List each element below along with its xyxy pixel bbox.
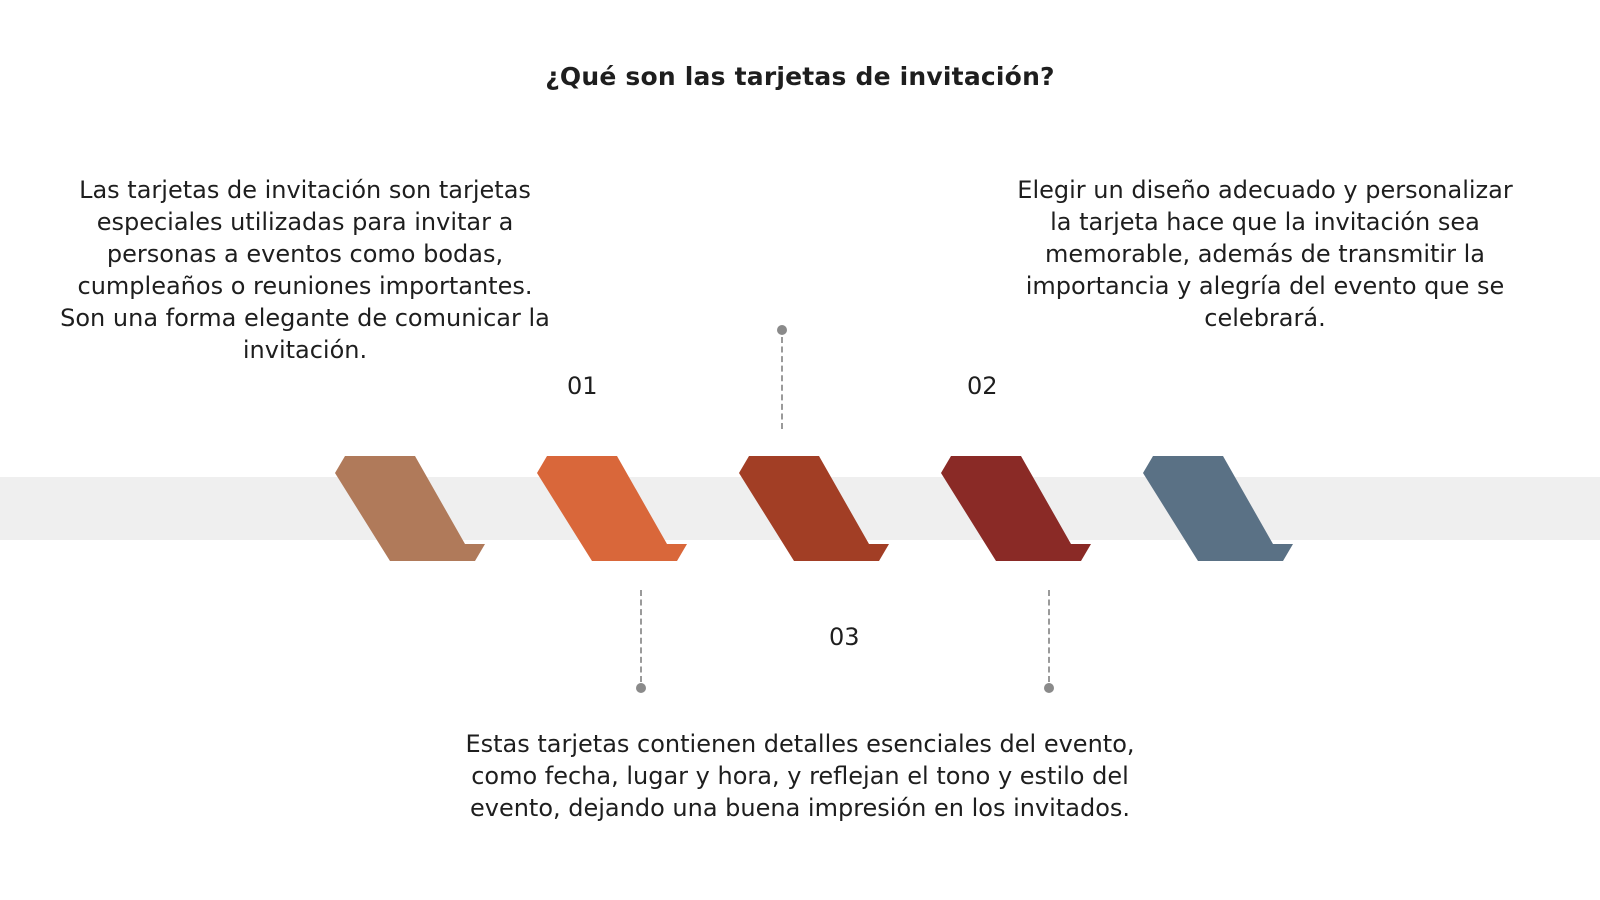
connector-bottom-right [1043, 590, 1055, 695]
text-block-2: Elegir un diseño adecuado y personalizar… [1017, 176, 1513, 332]
connector-dot [1044, 683, 1054, 693]
text-block-3: Estas tarjetas contienen detalles esenci… [465, 730, 1135, 822]
connector-dashed-line [640, 590, 642, 682]
step-number-01: 01 [567, 372, 598, 400]
text-block-1: Las tarjetas de invitación son tarjetas … [60, 176, 550, 364]
ribbon-shape-1 [335, 456, 485, 561]
connector-dashed-line [1048, 590, 1050, 682]
connector-dot [636, 683, 646, 693]
ribbon-shape-2 [537, 456, 687, 561]
connector-top [776, 325, 788, 430]
connector-bottom-left [635, 590, 647, 695]
connector-dashed-line [781, 337, 783, 429]
page-title: ¿Qué son las tarjetas de invitación? [545, 62, 1055, 91]
ribbon-shape-4 [941, 456, 1091, 561]
ribbon-shape-3 [739, 456, 889, 561]
step-number-03: 03 [829, 623, 860, 651]
step-number-02: 02 [967, 372, 998, 400]
connector-dot [777, 325, 787, 335]
ribbon-shape-5 [1143, 456, 1293, 561]
